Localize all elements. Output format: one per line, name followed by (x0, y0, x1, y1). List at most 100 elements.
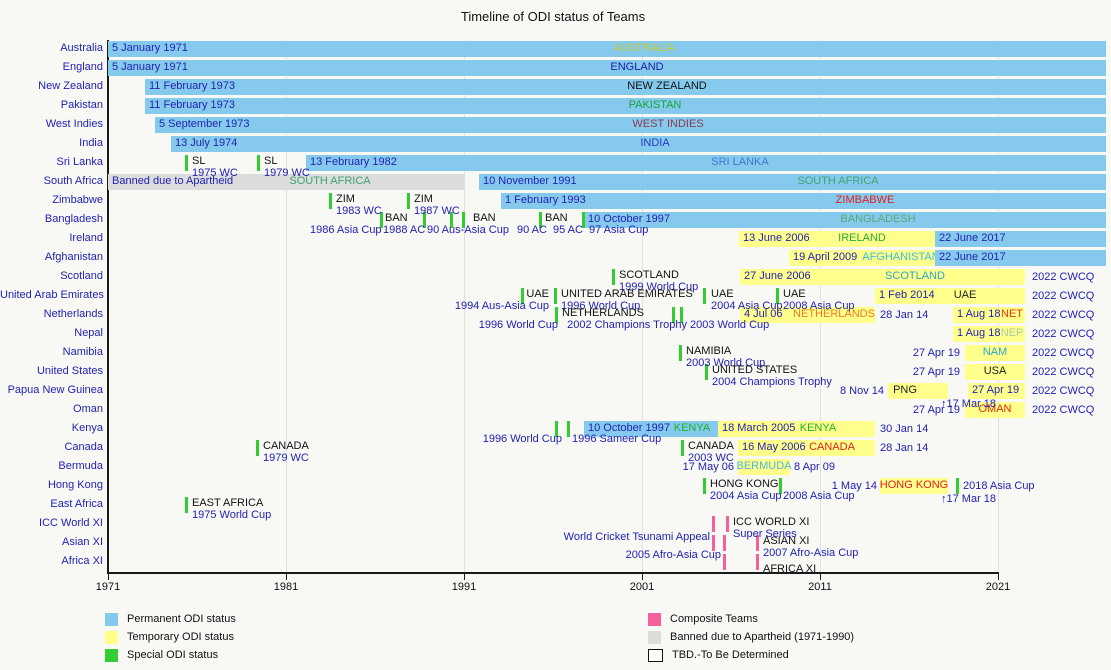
tick-label-name: UNITED STATES (712, 363, 798, 376)
tick-label-name: ICC WORLD XI (733, 515, 810, 528)
legend-item-composite: Composite Teams (648, 612, 758, 626)
bar-team-name: OMAN (978, 402, 1012, 415)
tick-label-name: SCOTLAND (619, 268, 679, 281)
annotation-text: 30 Jan 14 (880, 422, 929, 435)
event-tick (380, 211, 383, 228)
tick-label-name: ZIM (414, 192, 433, 205)
annotation-text: World Cricket Tsunami Appeal (563, 530, 710, 543)
event-tick (582, 211, 585, 228)
tick-label-name: SL (192, 154, 206, 167)
event-tick (257, 154, 260, 171)
team-label: New Zealand (38, 80, 103, 92)
annotation-text: BAN (545, 211, 568, 224)
bar-date-label: 18 March 2005 (722, 421, 796, 434)
legend-label: Permanent ODI status (127, 613, 236, 625)
bar-date-label: 4 Jul 06 (744, 307, 783, 320)
bar-date-label: 16 May 2006 (742, 440, 806, 453)
bar-perm: 10 November 1991 SOUTH AFRICA (479, 173, 1106, 190)
team-label: Afghanistan (44, 251, 103, 263)
tick-label-event: 1975 WC (192, 166, 238, 179)
bar-team-name: CANADA (809, 440, 855, 453)
team-label: Ireland (69, 232, 103, 244)
event-tick (956, 477, 959, 494)
legend-label: Composite Teams (670, 613, 758, 625)
legend-label: Banned due to Apartheid (1971-1990) (670, 631, 855, 643)
bar-perm: 5 January 1971 AUSTRALIA (108, 40, 1106, 57)
event-tick (756, 553, 759, 570)
tick-label-name: CANADA (688, 439, 734, 452)
bar-date-label: 1 February 1993 (505, 193, 586, 206)
bar-temp: OMAN (965, 401, 1025, 418)
axis-tick (998, 574, 999, 580)
legend-item-tbd: TBD.-To Be Determined (648, 648, 789, 662)
axis-tick (642, 574, 643, 580)
annotation-text: 1986 Asia Cup (310, 223, 382, 236)
bar-team-name: USA (983, 364, 1007, 377)
event-tick (462, 211, 465, 228)
event-tick (712, 515, 715, 532)
annotation-text: 2005 Afro-Asia Cup (625, 548, 721, 561)
annotation-text: 2022 CWCQ (1032, 327, 1095, 340)
annotation-text: 2022 CWCQ (1032, 384, 1095, 397)
bar-perm: 10 October 1997 BANGLADESH (584, 211, 1106, 228)
tick-label-event: 2003 World Cup (686, 356, 766, 369)
tick-label-event: 2003 WC (688, 451, 734, 464)
axis-tick-label: 1981 (273, 581, 299, 593)
tick-label: UNITED STATES 2004 Champions Trophy (712, 364, 832, 388)
axis-tick-label: 1991 (451, 581, 477, 593)
bar-perm: 22 June 2017 (935, 249, 1106, 266)
y-axis-line (107, 40, 109, 574)
annotation-text: NETHERLANDS (562, 306, 644, 319)
team-label: England (62, 61, 103, 73)
bar-temp: 27 Apr 19 (968, 382, 1025, 399)
bar-date-label: 1 Feb 2014 (879, 288, 935, 301)
bar-temp: HONG KONG (880, 477, 948, 494)
team-label: United Arab Emirates (0, 289, 104, 301)
legend-label: Special ODI status (127, 649, 219, 661)
bar-date-label: 5 September 1973 (159, 117, 250, 130)
annotation-text: 1 May 14 (831, 479, 877, 492)
annotation-text: AFRICA XI (763, 562, 817, 575)
team-label: Oman (73, 403, 103, 415)
annotation-text: 2022 CWCQ (1032, 308, 1095, 321)
bar-team-name: KENYA (799, 421, 837, 434)
bar-date-label: Banned due to Apartheid (112, 174, 234, 187)
annotation-text: 2018 Asia Cup (963, 479, 1035, 492)
bar-perm: 11 February 1973 NEW ZEALAND (145, 78, 1106, 95)
bar-date-label: 1 Aug 18 (957, 326, 1001, 339)
legend-swatch-ban (648, 630, 661, 644)
bar-date-label: 13 February 1982 (310, 155, 397, 168)
legend-label: TBD.-To Be Determined (672, 649, 789, 661)
annotation-text: 2022 CWCQ (1032, 365, 1095, 378)
bar-perm: 22 June 2017 (935, 230, 1106, 247)
event-tick (756, 534, 759, 551)
bar-team-name: PNG (893, 383, 917, 396)
annotation-text: 27 Apr 19 (912, 365, 960, 378)
event-tick (450, 211, 453, 228)
tick-label: ASIAN XI 2007 Afro-Asia Cup (763, 535, 858, 559)
bar-team-name: INDIA (640, 136, 670, 149)
tick-label: ZIM 1987 WC (414, 193, 460, 217)
tick-label-name: EAST AFRICA (192, 496, 264, 509)
tick-label: CANADA 2003 WC (688, 440, 734, 464)
event-tick (612, 268, 615, 285)
bar-perm: 11 February 1973 PAKISTAN (145, 97, 1106, 114)
bar-team-name: NET (1001, 307, 1023, 320)
bar-team-name: BANGLADESH (840, 212, 916, 225)
team-label: Bangladesh (44, 213, 103, 225)
bar-temp: 1 Aug 18 NEP (953, 325, 1025, 342)
team-label: Canada (64, 441, 103, 453)
team-label: Sri Lanka (56, 156, 103, 168)
annotation-text: 27 Apr 19 (912, 403, 960, 416)
event-tick (723, 534, 726, 551)
bar-team-name: PAKISTAN (628, 98, 682, 111)
event-tick (779, 477, 782, 494)
bar-team-name: NAM (982, 345, 1008, 358)
tick-label-name: UAE (526, 287, 549, 300)
bar-date-label: 13 June 2006 (743, 231, 810, 244)
tick-label-event: 2007 Afro-Asia Cup (763, 546, 859, 559)
tick-label: ZIM 1983 WC (336, 193, 382, 217)
bar-ban: Banned due to Apartheid SOUTH AFRICA (108, 173, 464, 190)
annotation-text: 2002 Champions Trophy (567, 318, 687, 331)
annotation-text: 1996 World Cup (478, 318, 558, 331)
